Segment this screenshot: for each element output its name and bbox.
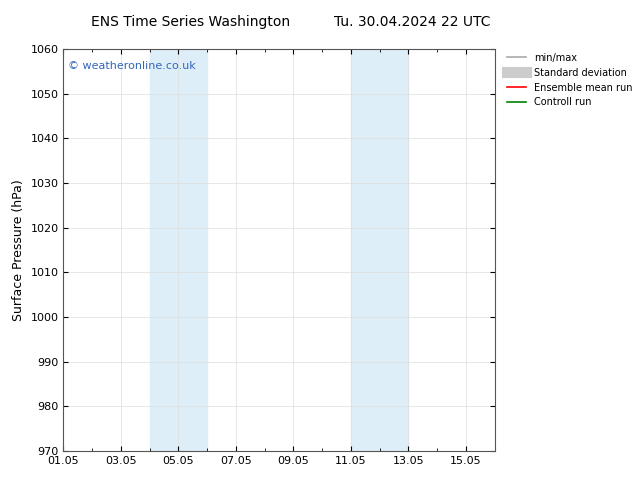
- Bar: [351, 49, 408, 451]
- Legend: min/max, Standard deviation, Ensemble mean run, Controll run: min/max, Standard deviation, Ensemble me…: [503, 49, 634, 111]
- Text: Tu. 30.04.2024 22 UTC: Tu. 30.04.2024 22 UTC: [334, 15, 490, 29]
- Text: © weatheronline.co.uk: © weatheronline.co.uk: [68, 61, 195, 71]
- Bar: [150, 49, 207, 451]
- Y-axis label: Surface Pressure (hPa): Surface Pressure (hPa): [12, 179, 25, 321]
- Text: ENS Time Series Washington: ENS Time Series Washington: [91, 15, 290, 29]
